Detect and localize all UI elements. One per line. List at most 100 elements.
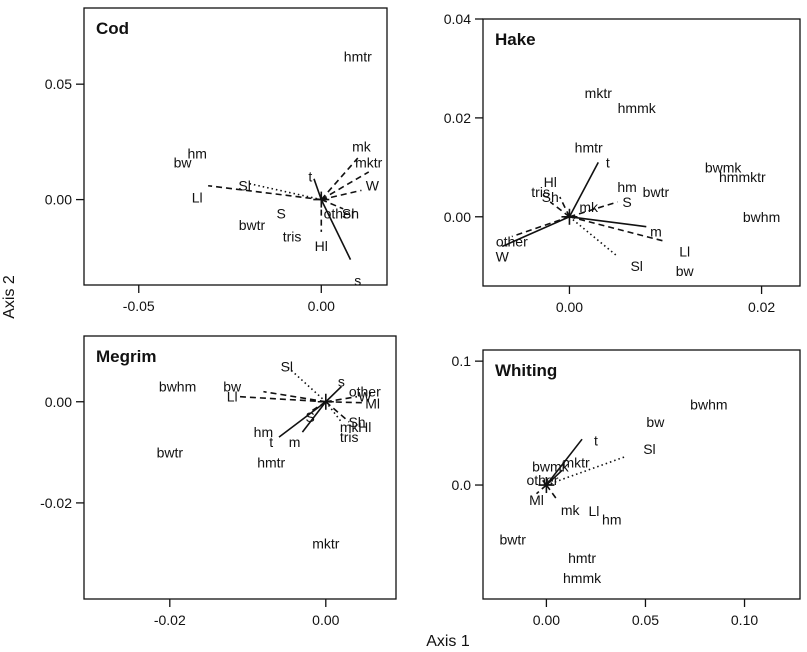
whiting-point-label: bwmk xyxy=(532,458,570,474)
cod-plot-frame xyxy=(83,7,388,286)
cod-point-label: bwtr xyxy=(239,217,266,233)
cod-point-label: hmtr xyxy=(344,48,372,64)
whiting-x-tick-label: 0.10 xyxy=(731,612,758,628)
hake-x-tick-label: 0.02 xyxy=(748,299,775,315)
cod-vector-s xyxy=(320,199,352,260)
whiting-y-tick-label: 0.0 xyxy=(452,477,472,493)
hake-point-label: bwhm xyxy=(743,209,780,225)
hake-point-label: bwmk xyxy=(705,159,743,175)
megrim-x-tick-label: 0.00 xyxy=(312,612,339,628)
hake-point-label: mk xyxy=(579,199,599,215)
hake-point-label: tris xyxy=(531,184,550,200)
whiting-point-label: hm xyxy=(602,512,621,528)
megrim-point-label: mk xyxy=(340,419,360,435)
megrim-point-label: mktr xyxy=(312,535,340,551)
hake-vector-w xyxy=(501,216,570,248)
cod-vector-w xyxy=(321,189,362,201)
megrim-plot-frame xyxy=(83,335,397,600)
whiting-panel-title: Whiting xyxy=(495,361,557,380)
megrim-vector-t xyxy=(278,401,327,438)
whiting-point-label: hmmk xyxy=(563,570,602,586)
hake-point-label: m xyxy=(650,224,662,240)
whiting-plot-frame xyxy=(482,349,801,600)
hake-point-label: bw xyxy=(676,263,695,279)
whiting-vector-mk xyxy=(545,484,557,500)
hake-point-label: Hl xyxy=(544,174,557,190)
cod-point-label: Sl xyxy=(238,178,250,194)
whiting-point-label: bwtr xyxy=(499,532,526,548)
whiting-point-label: other xyxy=(526,472,558,488)
megrim-point-label: S xyxy=(306,409,315,425)
megrim-panel-title: Megrim xyxy=(96,347,156,366)
hake-point-label: hmmk xyxy=(618,100,657,116)
whiting-point-label: Ml xyxy=(529,492,544,508)
hake-point-label: bwtr xyxy=(643,184,670,200)
cod-point-label: Sh xyxy=(342,205,359,221)
whiting-point-label: bwhm xyxy=(690,397,727,413)
cod-panel-title: Cod xyxy=(96,19,129,38)
megrim-point-label: Ml xyxy=(365,395,380,411)
hake-point-label: hmmktr xyxy=(719,169,766,185)
whiting-vector-mktr xyxy=(545,469,563,486)
hake-point-label: S xyxy=(622,194,631,210)
hake-point-label: hmtr xyxy=(575,140,603,156)
megrim-point-label: Ll xyxy=(227,389,238,405)
whiting-panel: Whiting 0.00 0.05 0.10 0.1 0.0 bwhm bw Sl t bwmkmk… xyxy=(452,349,801,628)
cod-vector-mk xyxy=(320,157,359,201)
whiting-y-tick-label: 0.1 xyxy=(452,353,472,369)
cod-vector-mktr xyxy=(320,171,370,201)
cod-point-label: other xyxy=(324,205,356,221)
megrim-vector-other xyxy=(325,395,358,403)
cod-point-label: t xyxy=(308,169,312,185)
megrim-point-label: Sh xyxy=(348,414,365,430)
megrim-point-label: bwtr xyxy=(157,444,184,460)
megrim-point-label: m xyxy=(289,434,301,450)
hake-point-label: t xyxy=(606,154,610,170)
hake-vector-sl xyxy=(568,216,618,257)
megrim-point-label: tris xyxy=(340,429,359,445)
cod-x-tick-label: 0.00 xyxy=(308,298,335,314)
megrim-point-label: bw xyxy=(223,379,242,395)
megrim-point-label: hm xyxy=(254,424,273,440)
megrim-point-label: W xyxy=(358,389,372,405)
cod-y-tick-label: 0.00 xyxy=(45,192,72,208)
hake-plot-frame xyxy=(482,18,801,287)
hake-point-label: other xyxy=(496,234,528,250)
hake-point-label: Sl xyxy=(630,258,642,274)
cod-vector-ll xyxy=(208,184,322,201)
whiting-point-label: Ll xyxy=(588,503,599,519)
hake-vector-sh xyxy=(549,201,570,218)
whiting-point-label: Sl xyxy=(643,441,655,457)
megrim-panel: Megrim -0.02 0.00 0.00 -0.02 Sl bwhm bw s Ll other… xyxy=(40,335,397,628)
megrim-vector-s xyxy=(325,386,342,403)
whiting-point-label: t xyxy=(594,432,598,448)
megrim-point-label: hmtr xyxy=(257,454,285,470)
megrim-vector-hl xyxy=(325,401,350,423)
hake-x-tick-label: 0.00 xyxy=(556,299,583,315)
megrim-point-label: Sl xyxy=(281,358,293,374)
megrim-vector-ll xyxy=(239,395,326,403)
cod-point-label: hm xyxy=(187,145,206,161)
megrim-point-label: other xyxy=(349,384,381,400)
cod-point-label: Hl xyxy=(315,238,328,254)
cod-point-label: S xyxy=(276,205,285,221)
cod-point-label: Ll xyxy=(192,189,203,205)
whiting-x-tick-label: 0.05 xyxy=(632,612,659,628)
cod-point-label: W xyxy=(366,178,380,194)
whiting-x-tick-label: 0.00 xyxy=(533,612,560,628)
cod-point-label: s xyxy=(354,272,361,288)
whiting-point-label: bw xyxy=(646,414,665,430)
hake-point-label: hm xyxy=(617,179,636,195)
megrim-point-label: Hl xyxy=(358,419,371,435)
megrim-vector-bw xyxy=(263,390,326,403)
cod-point-label: mktr xyxy=(355,155,383,171)
hake-point-label: mktr xyxy=(585,85,613,101)
hake-y-tick-label: 0.02 xyxy=(444,110,471,126)
cod-point-label: mk xyxy=(352,139,372,155)
cod-point-label: bw xyxy=(174,155,193,171)
hake-point-label: Sh xyxy=(542,189,559,205)
whiting-point-label: mktr xyxy=(563,455,591,471)
